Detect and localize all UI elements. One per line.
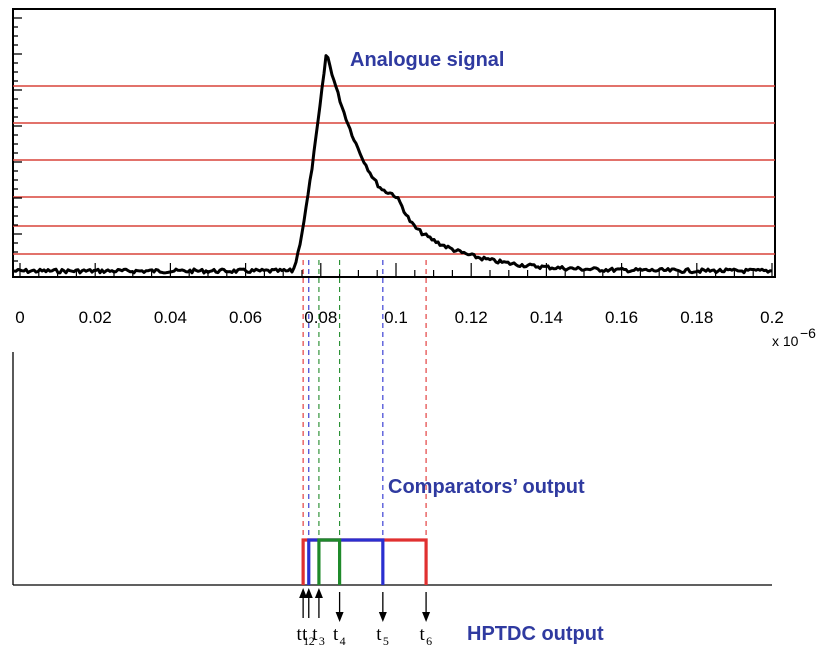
timestamp-labels: t 1t 2t 3 t 4 t 5 t 6 bbox=[296, 624, 432, 648]
falling-edge-arrow bbox=[335, 592, 344, 622]
x-tick-label: 0.12 bbox=[455, 308, 488, 327]
x-tick-label: 0.14 bbox=[530, 308, 563, 327]
x-tick-label: 0 bbox=[15, 308, 24, 327]
x-axis-tick-labels: 0 0.02 0.04 0.06 0.08 0.1 0.12 0.14 0.16 0.18 0.2 bbox=[15, 308, 784, 327]
timestamp-label: t bbox=[302, 624, 308, 645]
timestamp-subscript: 1 bbox=[303, 634, 309, 648]
comparator-pulse bbox=[317, 538, 342, 585]
timestamp-label: t bbox=[419, 624, 425, 645]
falling-edge-arrow bbox=[422, 592, 431, 622]
timestamp-arrows bbox=[299, 588, 431, 622]
timestamp-subscript: 4 bbox=[340, 634, 346, 648]
comparator-pulse bbox=[307, 538, 385, 585]
timestamp-label: t bbox=[312, 624, 318, 645]
timestamp-subscript: 3 bbox=[319, 634, 325, 648]
comparator-pulses bbox=[301, 538, 428, 585]
x-tick-label: 0.18 bbox=[680, 308, 713, 327]
timestamp-subscript: 2 bbox=[309, 634, 315, 648]
x-tick-label: 0.16 bbox=[605, 308, 638, 327]
projection-dashed-lines bbox=[302, 260, 427, 540]
analogue-signal-label: Analogue signal bbox=[350, 49, 504, 71]
timestamp-label: t bbox=[376, 624, 382, 645]
hptdc-output-label: HPTDC output bbox=[467, 623, 604, 645]
falling-edge-arrow bbox=[378, 592, 387, 622]
rising-edge-arrow bbox=[314, 588, 323, 618]
rising-edge-arrow bbox=[299, 588, 308, 618]
timestamp-label: t bbox=[333, 624, 339, 645]
rising-edge-arrow bbox=[304, 588, 313, 618]
x-tick-label: 0.02 bbox=[79, 308, 112, 327]
comparators-output-label: Comparators’ output bbox=[388, 476, 585, 498]
analogue-signal-curve bbox=[13, 54, 773, 275]
threshold-lines bbox=[13, 85, 775, 255]
plot-frame bbox=[12, 8, 776, 278]
y-axis-ticks bbox=[13, 17, 22, 262]
timestamp-subscript: 5 bbox=[383, 634, 389, 648]
x-tick-label: 0.2 bbox=[760, 308, 784, 327]
x-tick-label: 0.06 bbox=[229, 308, 262, 327]
x-tick-label: 0.04 bbox=[154, 308, 187, 327]
comparator-pulse bbox=[301, 538, 428, 585]
x-axis-exponent-base: x 10 bbox=[772, 333, 799, 349]
x-tick-label: 0.1 bbox=[384, 308, 408, 327]
x-axis-exponent-power: −6 bbox=[800, 325, 816, 341]
x-tick-label: 0.08 bbox=[304, 308, 337, 327]
timestamp-label: t bbox=[296, 624, 302, 645]
timestamp-subscript: 6 bbox=[426, 634, 432, 648]
